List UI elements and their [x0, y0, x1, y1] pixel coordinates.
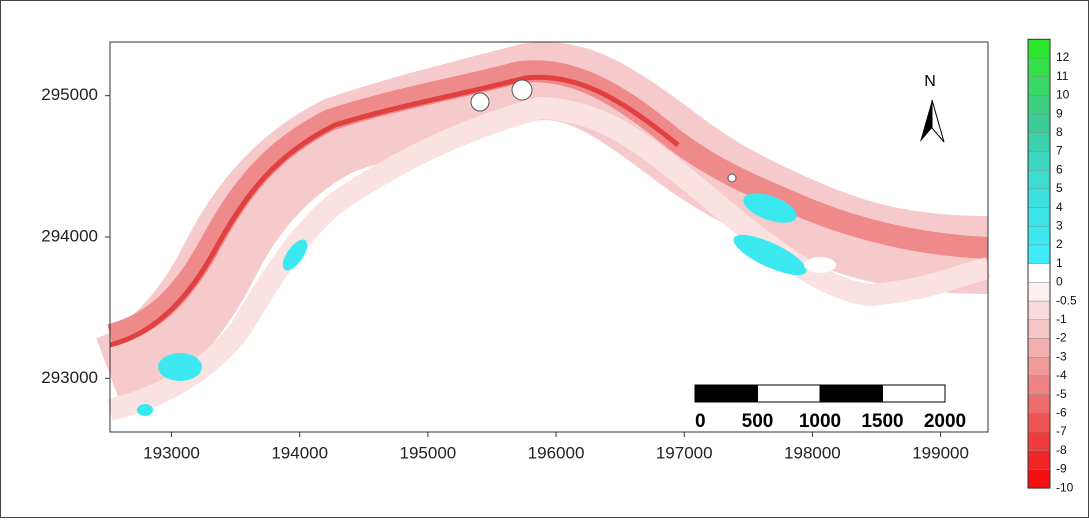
river-shallow — [107, 96, 991, 421]
colorbar-label: -7 — [1056, 424, 1067, 438]
colorbar-swatch — [1027, 450, 1051, 470]
colorbar-swatch — [1027, 244, 1051, 264]
pier — [511, 79, 533, 101]
pier — [470, 92, 490, 112]
x-tick-label: 198000 — [784, 443, 841, 462]
scale-bar-label: 500 — [742, 411, 774, 432]
colorbar-label: 11 — [1056, 69, 1069, 83]
colorbar-swatch — [1027, 39, 1051, 59]
north-arrow: N — [920, 73, 945, 143]
colorbar-swatch — [1027, 188, 1051, 208]
colorbar-label: -5 — [1056, 387, 1067, 401]
colorbar-label: 3 — [1056, 218, 1063, 232]
scale-bar-label: 2000 — [924, 411, 966, 432]
colorbar-swatch — [1027, 113, 1051, 133]
colorbar-swatch — [1027, 338, 1051, 358]
colorbar-label: 0 — [1056, 275, 1063, 289]
x-tick-label: 194000 — [271, 443, 328, 462]
colorbar-frame — [1027, 38, 1051, 489]
y-tick-label: 294000 — [41, 226, 98, 245]
bar-area — [733, 234, 807, 276]
bar-area — [743, 193, 797, 223]
x-tick-label: 193000 — [143, 443, 200, 462]
river-map — [94, 42, 991, 421]
colorbar-label: -0.5 — [1056, 293, 1077, 307]
colorbar-label: 7 — [1056, 144, 1063, 158]
scale-bar-label: 1000 — [799, 411, 841, 432]
colorbar-swatch — [1027, 375, 1051, 395]
colorbar-label: -10 — [1056, 480, 1074, 494]
colorbar-label: 9 — [1056, 106, 1063, 120]
colorbar-swatch — [1027, 226, 1051, 246]
colorbar-label: 1 — [1056, 256, 1063, 270]
colorbar-swatch — [1027, 431, 1051, 451]
colorbar-swatch — [1027, 394, 1051, 414]
colorbar-label: 4 — [1056, 200, 1063, 214]
x-tick-label: 196000 — [528, 443, 585, 462]
bar-area — [158, 353, 202, 381]
scale-bar-segment — [819, 384, 883, 403]
colorbar-swatch — [1027, 132, 1051, 152]
colorbar-label: -9 — [1056, 462, 1067, 476]
colorbar-swatch — [1027, 263, 1051, 283]
north-arrow-half — [931, 99, 945, 143]
river-deep — [107, 60, 989, 346]
colorbar-swatch — [1027, 151, 1051, 171]
colorbar-label: 5 — [1056, 181, 1063, 195]
colorbar-swatch — [1027, 319, 1051, 339]
y-tick-label: 295000 — [41, 85, 98, 104]
x-tick-label: 195000 — [400, 443, 457, 462]
river-thalweg — [109, 74, 680, 348]
scale-bar-label: 0 — [695, 411, 706, 432]
x-tick-label: 197000 — [656, 443, 713, 462]
colorbar-swatch — [1027, 57, 1051, 77]
colorbar-swatch — [1027, 469, 1051, 489]
colorbar-label: 2 — [1056, 237, 1063, 251]
colorbar-label: -6 — [1056, 405, 1067, 419]
colorbar-label: 12 — [1056, 50, 1070, 64]
colorbar-swatch — [1027, 300, 1051, 321]
north-label: N — [924, 73, 936, 90]
island — [804, 257, 836, 273]
colorbar-label: -4 — [1056, 368, 1067, 382]
colorbar-swatch — [1027, 282, 1051, 302]
colorbar-swatch — [1027, 413, 1051, 433]
y-tick-label: 293000 — [41, 368, 98, 387]
scale-bar-segment — [882, 384, 946, 403]
bar-area — [282, 239, 308, 271]
colorbar-label: -3 — [1056, 349, 1067, 363]
colorbar-swatch — [1027, 357, 1051, 377]
colorbar-swatch — [1027, 76, 1051, 96]
colorbar-swatch — [1027, 207, 1051, 227]
colorbar-label: 8 — [1056, 125, 1063, 139]
colorbar-label: 10 — [1056, 88, 1070, 102]
colorbar-swatch — [1027, 169, 1051, 190]
colorbar-label: -2 — [1056, 331, 1067, 345]
colorbar-label: -1 — [1056, 312, 1067, 326]
scale-bar-segment — [694, 384, 758, 403]
bar-area — [137, 404, 153, 416]
scale-bar-label: 1500 — [861, 411, 903, 432]
colorbar-label: -8 — [1056, 443, 1067, 457]
colorbar-swatch — [1027, 95, 1051, 115]
scale-bar-segment — [757, 384, 821, 403]
colorbar-label: 6 — [1056, 162, 1063, 176]
pier — [727, 173, 737, 183]
x-tick-label: 199000 — [912, 443, 969, 462]
